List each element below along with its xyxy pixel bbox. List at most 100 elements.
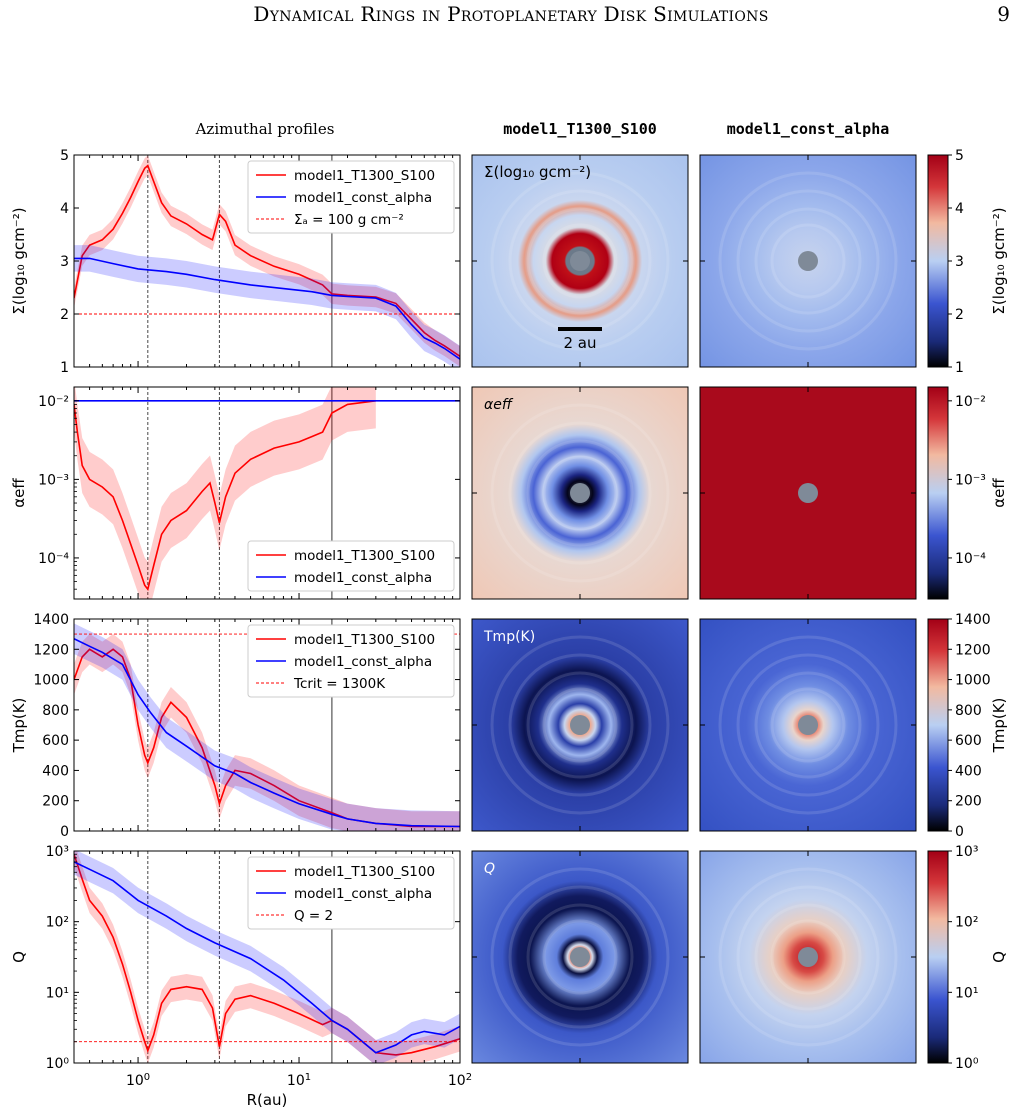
map-alpha-const-alpha: [699, 386, 917, 600]
x-axis-label: R(au): [247, 1091, 288, 1109]
colorbar-tick-label: 2: [955, 307, 964, 323]
map-quantity-label: Q: [484, 861, 495, 877]
legend-label: model1_const_alpha: [294, 886, 432, 902]
star-mask: [798, 483, 818, 503]
y-tick-label: 1: [60, 360, 69, 376]
legend-label: Σₐ = 100 g cm⁻²: [294, 212, 404, 228]
map-ripple: [508, 421, 652, 565]
colorbar-tick-label: 400: [955, 763, 982, 779]
map-q-t1300: Q: [471, 850, 689, 1064]
uncertainty-band-t1300: [74, 387, 376, 599]
plot-frame: [73, 386, 461, 600]
colorbar-label: Σ(log₁₀ gcm⁻²): [990, 207, 1008, 314]
map-ripple: [770, 687, 846, 763]
colorbar-tick-label: 1000: [955, 673, 991, 689]
star-mask: [798, 947, 818, 967]
colorbar-temp: 0 200 400 600 800 1000 1200 1400 Tmp(K): [927, 612, 1008, 840]
colorbar-tick-label: 600: [955, 733, 982, 749]
y-tick-label: 1400: [33, 612, 69, 628]
legend-label: model1_const_alpha: [294, 570, 432, 586]
x-tick-label: 101: [287, 1072, 311, 1090]
legend-label: model1_const_alpha: [294, 654, 432, 670]
y-tick-label: 10⁻⁴: [38, 551, 69, 567]
series-line-const-alpha: [74, 257, 460, 360]
map-ripple: [736, 189, 880, 333]
map-quantity-label: Tmp(K): [483, 629, 535, 645]
star-mask: [570, 715, 590, 735]
legend-label: model1_T1300_S100: [294, 168, 435, 184]
y-tick-label: 600: [42, 733, 69, 749]
colorbar-tick-label: 10⁻⁴: [955, 551, 986, 567]
colorbar-q: 10⁰ 10¹ 10² 10³ Q: [927, 844, 1008, 1072]
colorbar-gradient: [927, 154, 949, 368]
colorbar-tick-label: 5: [955, 148, 964, 164]
colorbar-tick-label: 4: [955, 201, 964, 217]
star-mask: [798, 251, 818, 271]
map-ripple: [718, 867, 898, 1047]
legend: model1_T1300_S100 model1_const_alpha Σₐ = …: [247, 160, 455, 234]
colorbar-label: αeff: [990, 478, 1008, 508]
y-axis-label: Σ(log₁₀ gcm⁻²): [10, 207, 28, 314]
map-ripple: [508, 653, 652, 797]
x-tick-label: 102: [448, 1072, 472, 1090]
plot-frame: [73, 618, 461, 832]
map-ripple: [718, 635, 898, 815]
legend: model1_T1300_S100 model1_const_alpha: [247, 540, 455, 592]
y-tick-label: 10³: [46, 844, 69, 860]
uncertainty-band-const-alpha: [74, 851, 460, 1063]
map-ripple: [490, 171, 670, 351]
colorbar-tick-label: 0: [955, 824, 964, 840]
map-ripple: [542, 223, 618, 299]
y-tick-label: 4: [60, 201, 69, 217]
series-line-const-alpha: [74, 637, 460, 828]
x-tick-label: 100: [126, 1072, 150, 1090]
profile-panel-alpha: 10⁻⁴ 10⁻³ 10⁻² αeff model1_T1300_S100model1_…: [10, 386, 461, 600]
y-axis-label: Tmp(K): [10, 698, 28, 754]
star-mask: [798, 715, 818, 735]
map-ripple: [526, 671, 634, 779]
map-temp-const-alpha: [699, 618, 917, 832]
colorbar-tick-label: 1400: [955, 612, 991, 628]
profile-panel-sigma: 1 2 3 4 5 Σ(log₁₀ gcm⁻²) model1_T1300_S100mode…: [10, 148, 461, 376]
series-line-t1300: [74, 164, 460, 358]
y-tick-label: 400: [42, 763, 69, 779]
map-ripple: [490, 403, 670, 583]
colorbar-tick-label: 1: [955, 360, 964, 376]
legend-box: [247, 624, 455, 698]
legend-label: Q = 2: [294, 908, 333, 924]
profile-panel-temp: 0 200 400 600 800 1000 1200 1400 Tmp(K) model1_T1…: [10, 612, 461, 840]
map-ripple: [508, 885, 652, 1029]
map-ripple: [754, 671, 862, 779]
legend-box: [247, 540, 455, 592]
uncertainty-band-t1300: [74, 155, 460, 367]
column-title-model-t1300: model1_T1300_S100: [503, 120, 657, 138]
colorbar-tick-label: 10³: [955, 844, 978, 860]
y-axis-label: αeff: [10, 478, 28, 508]
legend-label: Tcrit = 1300K: [293, 676, 386, 692]
column-title-profiles: Azimuthal profiles: [195, 120, 335, 138]
page-number: 9: [997, 2, 1010, 26]
legend: model1_T1300_S100 model1_const_alpha Q = 2: [247, 856, 455, 930]
y-axis-label: Q: [10, 951, 28, 963]
map-quantity-label: Σ(log₁₀ gcm⁻²): [484, 163, 591, 181]
legend-box: [247, 856, 455, 930]
legend-box: [247, 160, 455, 234]
y-tick-label: 1000: [33, 673, 69, 689]
legend: model1_T1300_S100 model1_const_alpha Tcrit…: [247, 624, 455, 698]
map-ripple: [718, 171, 898, 351]
map-ripple: [542, 455, 618, 531]
y-tick-label: 10⁻²: [38, 394, 69, 410]
y-tick-label: 0: [60, 824, 69, 840]
y-tick-label: 10⁻³: [38, 472, 69, 488]
star-mask: [570, 947, 590, 967]
map-ripple: [490, 635, 670, 815]
map-quantity-label: αeff: [484, 397, 514, 413]
map-q-const-alpha: [699, 850, 917, 1064]
colorbar-tick-label: 200: [955, 794, 982, 810]
legend-label: model1_const_alpha: [294, 190, 432, 206]
column-title-model-const-alpha: model1_const_alpha: [726, 120, 890, 138]
map-sigma-const-alpha: [699, 154, 917, 368]
colorbar-label: Tmp(K): [990, 698, 1008, 754]
series-line-const-alpha: [74, 861, 460, 1054]
